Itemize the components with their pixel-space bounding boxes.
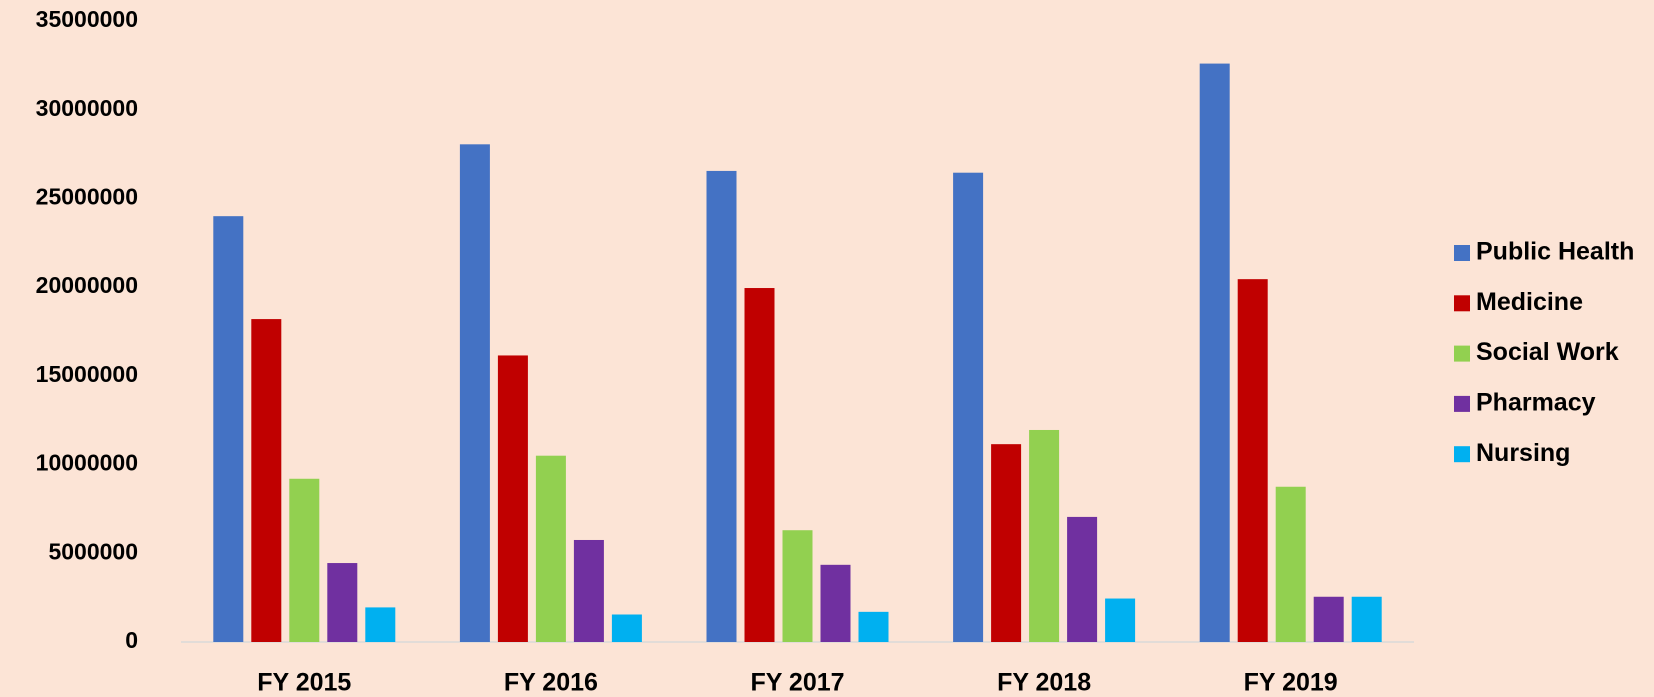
legend-label: Nursing	[1476, 439, 1570, 467]
x-tick-label: FY 2015	[257, 669, 351, 697]
bar	[365, 607, 396, 642]
y-tick-label: 5000000	[48, 538, 138, 564]
y-tick-label: 15000000	[36, 361, 138, 387]
bar	[497, 355, 528, 642]
bar	[611, 614, 642, 642]
bar	[459, 144, 490, 642]
bar	[858, 611, 889, 642]
bar	[991, 444, 1022, 642]
legend-swatch	[1454, 446, 1470, 463]
bar	[573, 539, 604, 642]
bar	[706, 170, 737, 643]
legend-label: Social Work	[1476, 338, 1619, 366]
bar	[1351, 596, 1382, 642]
bar	[535, 455, 566, 642]
legend-label: Pharmacy	[1476, 389, 1596, 417]
bar	[213, 216, 244, 642]
bar	[820, 564, 851, 642]
legend-swatch	[1454, 345, 1470, 362]
legend-swatch	[1454, 395, 1470, 412]
y-tick-label: 20000000	[36, 272, 138, 298]
bar	[1313, 596, 1344, 642]
bar	[1067, 516, 1098, 642]
bar	[327, 563, 358, 642]
bar	[1029, 429, 1060, 642]
bar	[1199, 63, 1230, 642]
x-tick-label: FY 2016	[504, 669, 598, 697]
legend-label: Public Health	[1476, 238, 1634, 266]
bar	[1105, 598, 1136, 642]
x-tick-label: FY 2017	[750, 669, 844, 697]
bar	[1275, 486, 1306, 642]
y-tick-label: 25000000	[36, 184, 138, 210]
y-tick-label: 0	[125, 627, 138, 653]
x-tick-label: FY 2018	[997, 669, 1091, 697]
legend-swatch	[1454, 295, 1470, 312]
bar	[782, 530, 813, 642]
bar	[1237, 279, 1268, 642]
bar	[744, 288, 775, 642]
x-tick-label: FY 2019	[1244, 669, 1338, 697]
legend-swatch	[1454, 245, 1470, 261]
bar	[251, 319, 282, 642]
bar	[289, 478, 320, 642]
y-tick-label: 30000000	[36, 95, 138, 121]
y-tick-label: 35000000	[36, 6, 138, 32]
legend-label: Medicine	[1476, 288, 1583, 316]
y-tick-label: 10000000	[36, 450, 138, 476]
bar	[953, 172, 984, 643]
